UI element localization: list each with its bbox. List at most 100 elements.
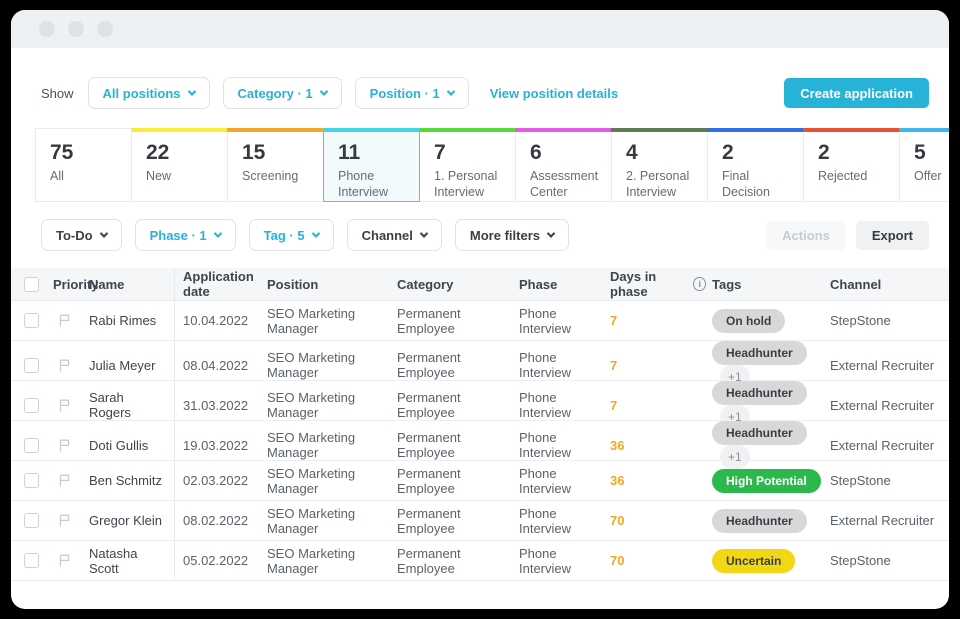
stage-count: 7	[434, 141, 446, 164]
category: Permanent Employee	[397, 545, 461, 576]
tag-dropdown[interactable]: Tag · 5	[248, 219, 334, 251]
tag-badge: Uncertain	[712, 548, 796, 573]
stage-final-decision[interactable]: 2 Final Decision	[707, 128, 804, 202]
header-position: Position	[267, 276, 319, 292]
category: Permanent Employee	[397, 390, 461, 420]
days-in-phase: 70	[610, 513, 625, 528]
stage-label: 1. Personal Interview	[434, 169, 498, 200]
stage-assessment-center[interactable]: 6 Assessment Center	[515, 128, 612, 202]
window-control-dot[interactable]	[39, 21, 55, 37]
table-row[interactable]: Sarah Rogers 31.03.2022 SEO Marketing Ma…	[11, 381, 949, 429]
channel: StepStone	[830, 473, 891, 488]
table-row[interactable]: Natasha Scott 05.02.2022 SEO Marketing M…	[11, 541, 949, 581]
category-dropdown[interactable]: Category · 1	[222, 77, 342, 109]
row-checkbox[interactable]	[24, 437, 39, 453]
stage-rejected[interactable]: 2 Rejected	[803, 128, 900, 202]
row-checkbox[interactable]	[24, 513, 39, 528]
position: SEO Marketing Manager	[267, 465, 356, 496]
create-application-button[interactable]: Create application	[784, 78, 929, 108]
applicant-name: Sarah Rogers	[89, 381, 175, 429]
priority-flag-icon[interactable]	[57, 513, 72, 528]
table-row[interactable]: Gregor Klein 08.02.2022 SEO Marketing Ma…	[11, 501, 949, 541]
header-tags: Tags	[712, 276, 742, 292]
chevron-down-icon	[311, 229, 320, 238]
category-label: Category · 1	[237, 85, 313, 101]
applicant-name: Doti Gullis	[89, 421, 175, 469]
stage-color-strip	[131, 128, 228, 132]
priority-flag-icon[interactable]	[57, 358, 72, 373]
stage-phone-interview[interactable]: 11 Phone Interview	[323, 128, 420, 202]
row-checkbox[interactable]	[24, 313, 39, 328]
stage-label: Assessment Center	[530, 169, 599, 200]
application-date: 31.03.2022	[183, 397, 249, 413]
stage-offer[interactable]: 5 Offer	[899, 128, 949, 202]
channel: StepStone	[830, 553, 891, 568]
todo-dropdown[interactable]: To-Do	[41, 219, 122, 251]
priority-flag-icon[interactable]	[57, 398, 72, 413]
actions-button[interactable]: Actions	[766, 220, 846, 250]
header-priority: Priority	[53, 276, 99, 292]
stage-color-strip	[515, 128, 612, 132]
table-row[interactable]: Doti Gullis 19.03.2022 SEO Marketing Man…	[11, 421, 949, 469]
list-filter-bar: To-Do Phase · 1 Tag · 5 Channel More fil…	[41, 219, 929, 251]
category: Permanent Employee	[397, 430, 461, 460]
table-header-row: Priority Name Application date Position …	[11, 268, 949, 301]
row-checkbox[interactable]	[24, 473, 39, 488]
window-control-dot[interactable]	[68, 21, 84, 37]
chevron-down-icon	[213, 229, 222, 238]
stage-all[interactable]: 75 All	[35, 128, 132, 202]
table-row[interactable]: Ben Schmitz 02.03.2022 SEO Marketing Man…	[11, 461, 949, 501]
window-control-dot[interactable]	[97, 21, 113, 37]
stage-count: 5	[914, 141, 926, 164]
stage-color-strip	[419, 128, 516, 132]
stage-count: 75	[50, 141, 74, 164]
stage-new[interactable]: 22 New	[131, 128, 228, 202]
stage-first-personal-interview[interactable]: 7 1. Personal Interview	[419, 128, 516, 202]
chevron-down-icon	[419, 229, 429, 238]
header-category: Category	[397, 276, 454, 292]
application-date: 08.04.2022	[183, 357, 249, 373]
info-icon[interactable]: i	[693, 277, 706, 291]
days-in-phase: 36	[610, 473, 625, 488]
show-label: Show	[41, 85, 74, 101]
tag-label: Tag · 5	[263, 227, 305, 243]
position-toolbar: Show All positions Category · 1 Position…	[41, 77, 929, 109]
channel: StepStone	[830, 313, 891, 328]
channel-dropdown[interactable]: Channel	[346, 219, 442, 251]
header-channel: Channel	[830, 276, 882, 292]
phase: Phone Interview	[519, 505, 572, 536]
todo-label: To-Do	[56, 227, 93, 243]
applicant-name: Ben Schmitz	[89, 461, 175, 500]
priority-flag-icon[interactable]	[57, 553, 72, 568]
phase: Phone Interview	[519, 350, 572, 380]
all-positions-label: All positions	[102, 85, 181, 101]
days-in-phase: 7	[610, 357, 618, 373]
priority-flag-icon[interactable]	[57, 313, 72, 328]
days-in-phase: 36	[610, 437, 625, 453]
tag-badge: Headhunter	[712, 341, 807, 365]
row-checkbox[interactable]	[24, 357, 39, 373]
table-row[interactable]: Rabi Rimes 10.04.2022 SEO Marketing Mana…	[11, 301, 949, 341]
view-position-details-link[interactable]: View position details	[489, 85, 619, 101]
priority-flag-icon[interactable]	[57, 438, 72, 453]
application-date: 10.04.2022	[183, 313, 249, 328]
row-checkbox[interactable]	[24, 397, 39, 413]
export-button[interactable]: Export	[855, 220, 929, 250]
window-titlebar	[11, 10, 949, 48]
applicant-name: Rabi Rimes	[89, 301, 175, 340]
phase-dropdown[interactable]: Phase · 1	[134, 219, 236, 251]
priority-flag-icon[interactable]	[57, 473, 72, 488]
row-checkbox[interactable]	[24, 553, 39, 568]
position-dropdown[interactable]: Position · 1	[354, 77, 469, 109]
table-row[interactable]: Julia Meyer 08.04.2022 SEO Marketing Man…	[11, 341, 949, 389]
position: SEO Marketing Manager	[267, 505, 356, 536]
application-date: 02.03.2022	[183, 473, 249, 488]
stage-second-personal-interview[interactable]: 4 2. Personal Interview	[611, 128, 708, 202]
more-filters-dropdown[interactable]: More filters	[454, 219, 569, 251]
stage-label: Phone Interview	[338, 169, 389, 200]
select-all-checkbox[interactable]	[24, 276, 39, 292]
stage-count: 22	[146, 141, 170, 164]
all-positions-dropdown[interactable]: All positions	[87, 77, 210, 109]
stage-screening[interactable]: 15 Screening	[227, 128, 324, 202]
stage-label: New	[146, 169, 172, 184]
